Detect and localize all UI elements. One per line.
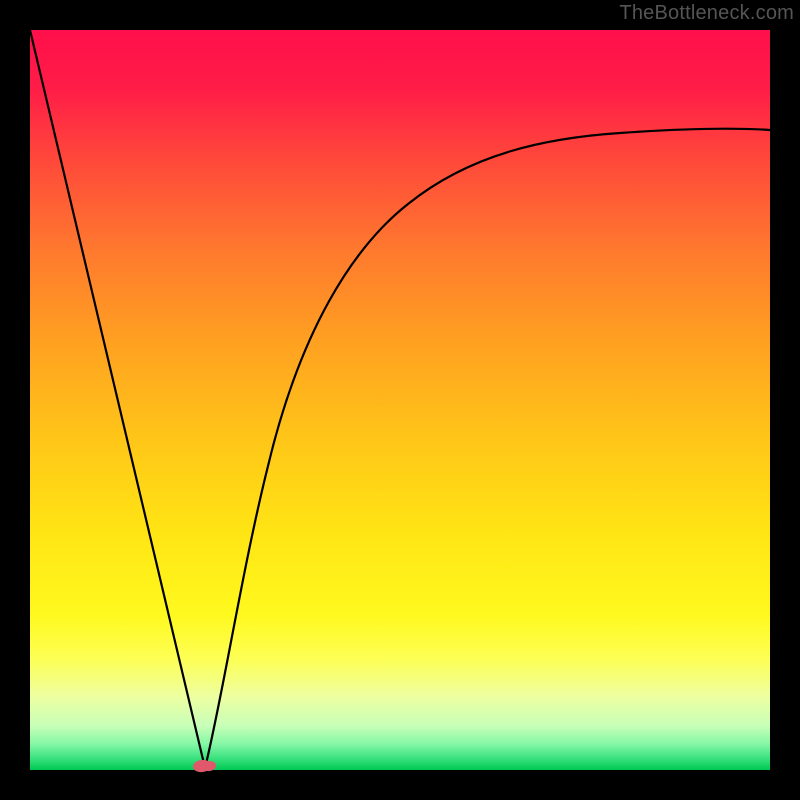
- watermark-text: TheBottleneck.com: [619, 2, 794, 25]
- bottleneck-curve: [30, 30, 770, 768]
- minimum-marker: [192, 758, 216, 773]
- curve-overlay: [0, 0, 800, 800]
- chart-stage: TheBottleneck.com: [0, 0, 800, 800]
